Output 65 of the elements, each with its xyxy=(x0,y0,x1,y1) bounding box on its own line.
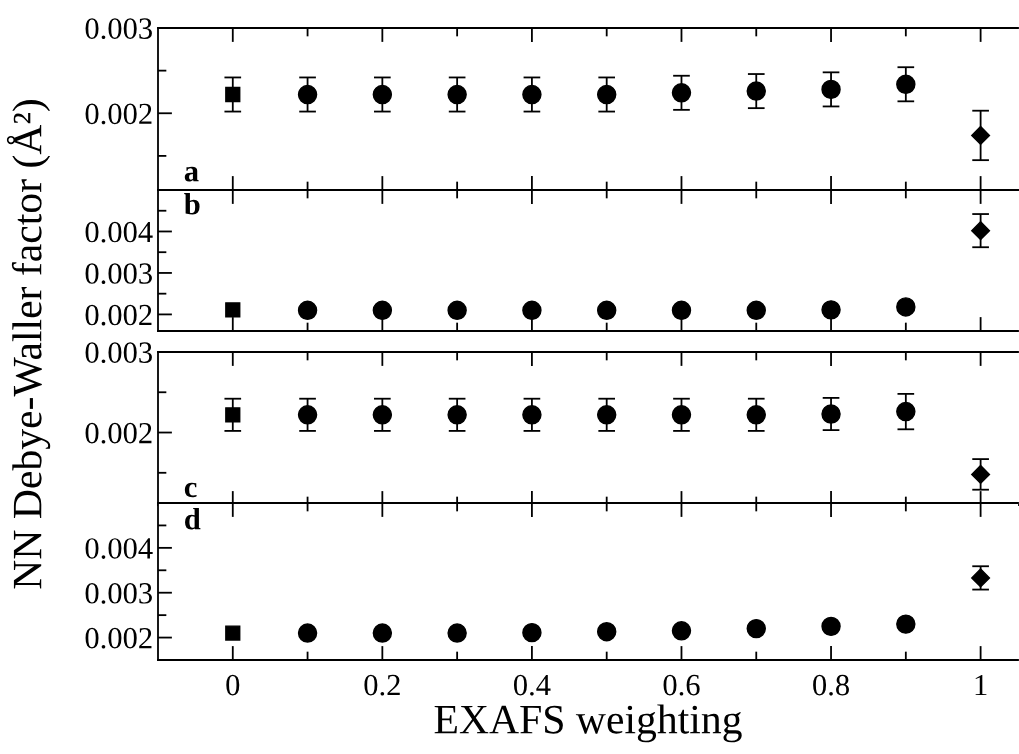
y-tick-label: 0.003 xyxy=(85,263,152,284)
annotation: b xyxy=(184,193,200,215)
y-tick-label: 0.002 xyxy=(85,304,152,326)
x-tick-label: 0.8 xyxy=(813,674,849,696)
point xyxy=(297,300,318,320)
point xyxy=(671,300,692,320)
y-tick-label: 0.002 xyxy=(85,103,152,125)
point xyxy=(971,221,991,241)
point xyxy=(225,407,241,423)
point xyxy=(447,300,467,320)
point xyxy=(671,405,692,425)
annotation: d xyxy=(185,507,201,530)
point xyxy=(896,614,916,634)
point xyxy=(971,464,991,484)
point xyxy=(821,300,841,320)
point xyxy=(225,302,241,318)
point xyxy=(522,300,542,320)
point xyxy=(522,622,542,643)
point xyxy=(447,84,467,105)
y-tick-label: 0.003 xyxy=(85,18,152,40)
point xyxy=(746,81,766,101)
annotation: a xyxy=(184,166,199,182)
point xyxy=(746,300,766,320)
point xyxy=(225,625,241,641)
point xyxy=(297,623,318,643)
x-axis-title: EXAFS weighting xyxy=(434,704,742,743)
x-tick-label: 0.2 xyxy=(364,674,400,696)
point xyxy=(671,83,692,103)
y-tick-label: 0.004 xyxy=(85,538,153,559)
y-tick-label: 0.003 xyxy=(85,583,152,604)
point xyxy=(596,405,617,425)
point xyxy=(746,618,766,639)
point xyxy=(297,405,318,425)
x-tick-label: 0.4 xyxy=(513,674,551,696)
point xyxy=(821,404,841,424)
x-tick-label: 0.6 xyxy=(663,674,700,696)
point xyxy=(896,297,916,317)
point xyxy=(896,74,916,94)
point xyxy=(971,125,991,145)
annotation: c xyxy=(184,482,197,498)
point xyxy=(596,622,617,642)
y-tick-label: 0.002 xyxy=(85,422,152,444)
point xyxy=(821,616,841,637)
point xyxy=(297,84,318,105)
point xyxy=(596,300,617,320)
y-axis-title: NN Debye-Waller factor (Å²) xyxy=(6,100,51,589)
point xyxy=(671,621,692,641)
point xyxy=(522,84,542,105)
point xyxy=(372,84,393,105)
point xyxy=(447,623,467,643)
point xyxy=(596,84,617,105)
y-tick-label: 0.004 xyxy=(85,221,153,243)
point xyxy=(372,623,393,643)
point xyxy=(746,405,766,425)
point xyxy=(522,405,542,425)
point xyxy=(372,405,393,425)
y-tick-label: 0.003 xyxy=(85,342,152,364)
point xyxy=(821,79,841,100)
point xyxy=(372,300,393,320)
point xyxy=(225,86,241,103)
x-tick-label: 0 xyxy=(226,674,240,696)
point xyxy=(447,405,467,425)
point xyxy=(896,401,916,422)
x-tick-label: 1 xyxy=(975,674,987,696)
y-tick-label: 0.002 xyxy=(85,627,152,649)
